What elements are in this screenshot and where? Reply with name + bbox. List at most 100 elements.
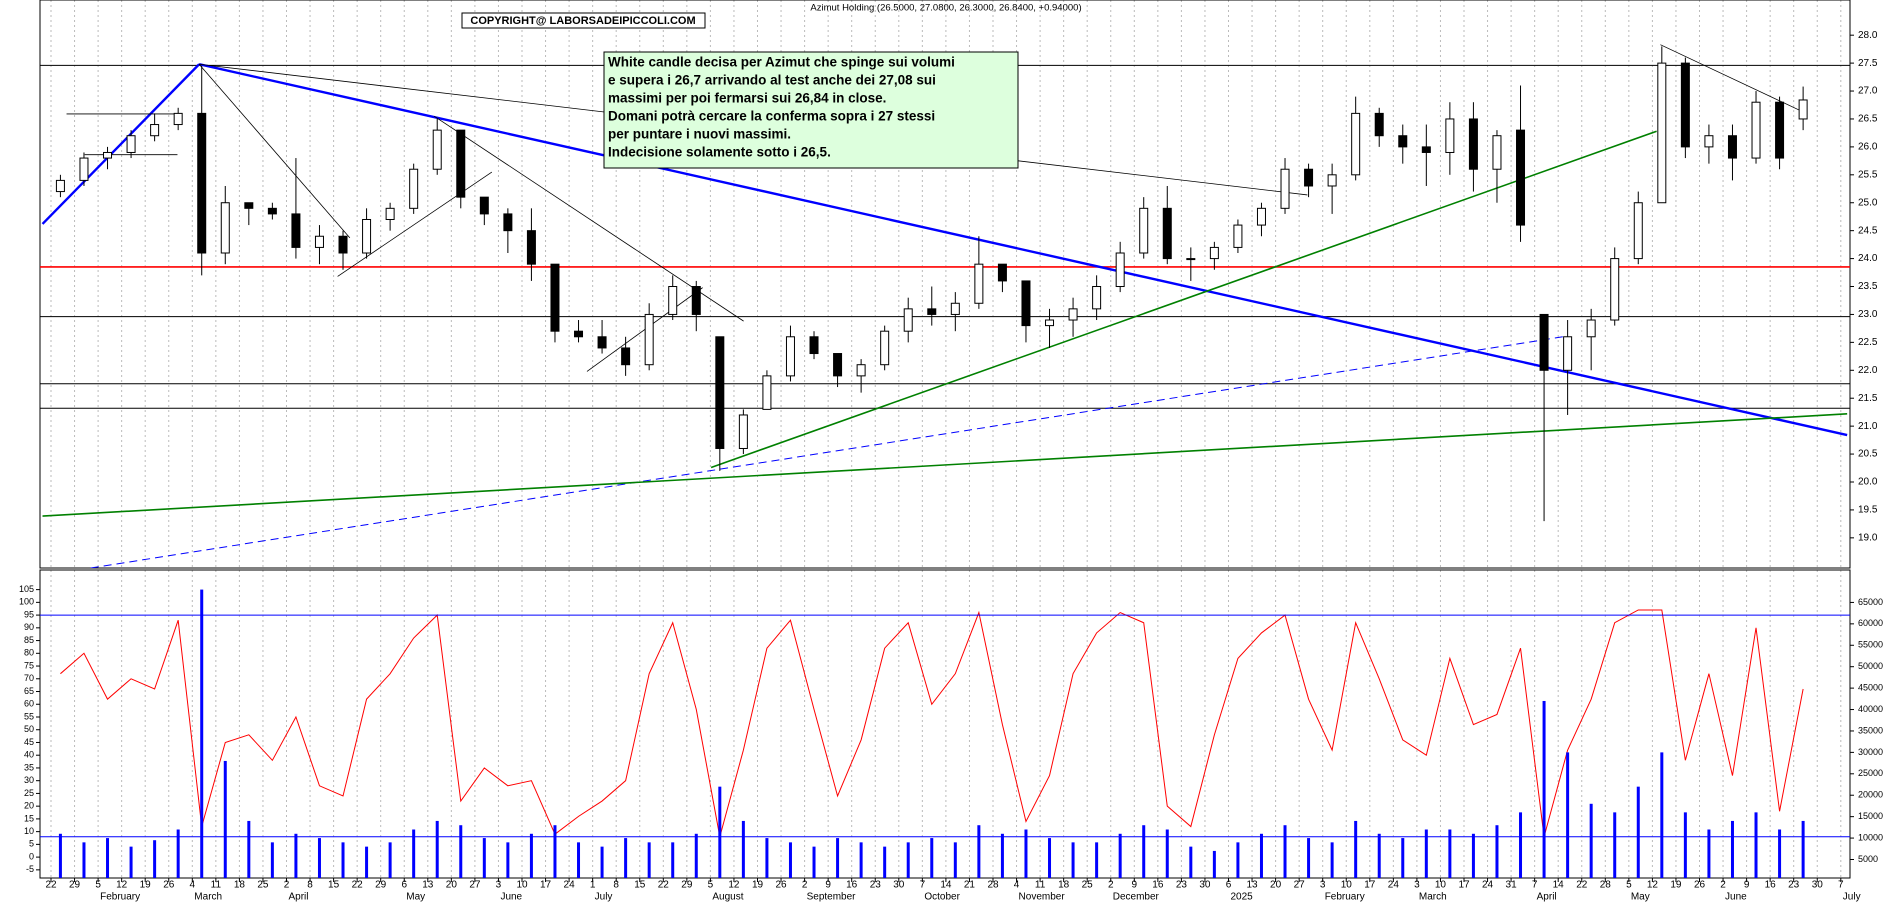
- y-tick-label: 55: [24, 711, 34, 721]
- x-tick-label: 9: [1744, 880, 1750, 891]
- candle-body: [409, 168, 419, 209]
- y-tick-label: 23.0: [1858, 309, 1878, 320]
- x-tick-label: 22: [658, 880, 670, 891]
- candle-body: [856, 364, 866, 377]
- month-label: March: [194, 892, 222, 903]
- candle-body: [997, 263, 1007, 282]
- y-tick-label: 20.5: [1858, 449, 1878, 460]
- x-tick-label: 29: [375, 880, 387, 891]
- y-tick-label: 21.5: [1858, 393, 1878, 404]
- month-label: July: [595, 892, 613, 903]
- volume-bar: [1165, 829, 1169, 878]
- candle-body: [903, 308, 913, 332]
- x-tick-label: 12: [116, 880, 128, 891]
- candle-body: [338, 235, 348, 254]
- volume-bar: [624, 838, 628, 878]
- x-tick-label: 18: [234, 880, 246, 891]
- volume-bar: [1048, 838, 1052, 878]
- candle-body: [432, 129, 442, 170]
- volume-bar: [58, 833, 62, 878]
- copyright-box: [461, 12, 706, 29]
- month-label: June: [500, 892, 522, 903]
- candle-body: [1610, 258, 1620, 321]
- annotation-line: e supera i 26,7 arrivando al test anche …: [608, 73, 936, 88]
- volume-bar: [1589, 803, 1593, 878]
- x-tick-label: 4: [190, 880, 196, 891]
- x-tick-label: 17: [540, 880, 552, 891]
- candle-body: [197, 112, 207, 254]
- x-tick-label: 5: [1626, 880, 1632, 891]
- candle-body: [126, 135, 136, 153]
- candle-body: [785, 336, 795, 377]
- candle-body: [809, 336, 819, 355]
- candle-body: [1209, 246, 1219, 260]
- candle-body: [1468, 118, 1478, 170]
- trendline: [337, 171, 493, 277]
- candle-body: [1492, 135, 1502, 170]
- candle-body: [1021, 280, 1031, 327]
- volume-bar: [930, 838, 934, 878]
- month-label: May: [406, 892, 425, 903]
- volume-bar: [1424, 829, 1428, 878]
- x-tick-label: 20: [1270, 880, 1282, 891]
- month-label: April: [289, 892, 309, 903]
- volume-bar: [1212, 850, 1216, 878]
- x-tick-label: 7: [920, 880, 926, 891]
- candle-body: [173, 112, 183, 126]
- candle-body: [1186, 258, 1196, 261]
- month-label: March: [1419, 892, 1447, 903]
- y-tick-label: 0: [29, 851, 34, 861]
- x-tick-label: 29: [681, 880, 693, 891]
- candle-body: [314, 235, 324, 248]
- x-tick-label: 27: [1294, 880, 1306, 891]
- volume-bar: [977, 825, 981, 878]
- volume-bar: [577, 842, 581, 878]
- volume-bar: [482, 838, 486, 878]
- y2-tick-label: 60000: [1858, 618, 1883, 628]
- volume-bar: [953, 842, 957, 878]
- trendline: [42, 413, 1848, 517]
- volume-bar: [1283, 825, 1287, 878]
- lower-panel: [40, 589, 1850, 878]
- month-label: February: [1325, 892, 1365, 903]
- y-tick-label: 95: [24, 609, 34, 619]
- trendline: [41, 63, 200, 225]
- x-tick-label: 28: [1600, 880, 1612, 891]
- volume-bar: [1118, 833, 1122, 878]
- x-tick-label: 12: [1647, 880, 1659, 891]
- x-tick-label: 5: [708, 880, 714, 891]
- month-label: November: [1019, 892, 1066, 903]
- volume-bar: [529, 833, 533, 878]
- x-tick-label: 16: [1765, 880, 1777, 891]
- volume-bar: [82, 842, 86, 878]
- y-tick-label: 85: [24, 635, 34, 645]
- volume-bar: [388, 842, 392, 878]
- candle-body: [574, 330, 584, 338]
- x-tick-label: 30: [1812, 880, 1824, 891]
- candle-body: [1280, 168, 1290, 209]
- x-tick-label: 10: [1435, 880, 1447, 891]
- x-tick-label: 15: [328, 880, 340, 891]
- copyright: COPYRIGHT@ LABORSADEIPICCOLI.COM: [470, 15, 695, 27]
- volume-bar: [365, 846, 369, 878]
- volume-bar: [1495, 825, 1499, 878]
- candle-body: [291, 213, 301, 248]
- volume-bar: [1330, 842, 1334, 878]
- candle-body: [1563, 336, 1573, 371]
- x-tick-label: 3: [496, 880, 502, 891]
- y2-tick-label: 50000: [1858, 661, 1883, 671]
- x-tick-label: 12: [728, 880, 740, 891]
- month-label: October: [924, 892, 960, 903]
- volume-bar: [1730, 820, 1734, 878]
- candle-body: [833, 353, 843, 377]
- volume-bar: [765, 838, 769, 878]
- y-tick-label: 5: [29, 839, 34, 849]
- x-tick-label: 30: [893, 880, 905, 891]
- annotation-line: White candle decisa per Azimut che sping…: [608, 55, 955, 70]
- volume-bar: [1071, 842, 1075, 878]
- x-tick-label: 27: [469, 880, 481, 891]
- candle-body: [644, 313, 654, 366]
- volume-bar: [812, 846, 816, 878]
- candle-body: [79, 157, 89, 181]
